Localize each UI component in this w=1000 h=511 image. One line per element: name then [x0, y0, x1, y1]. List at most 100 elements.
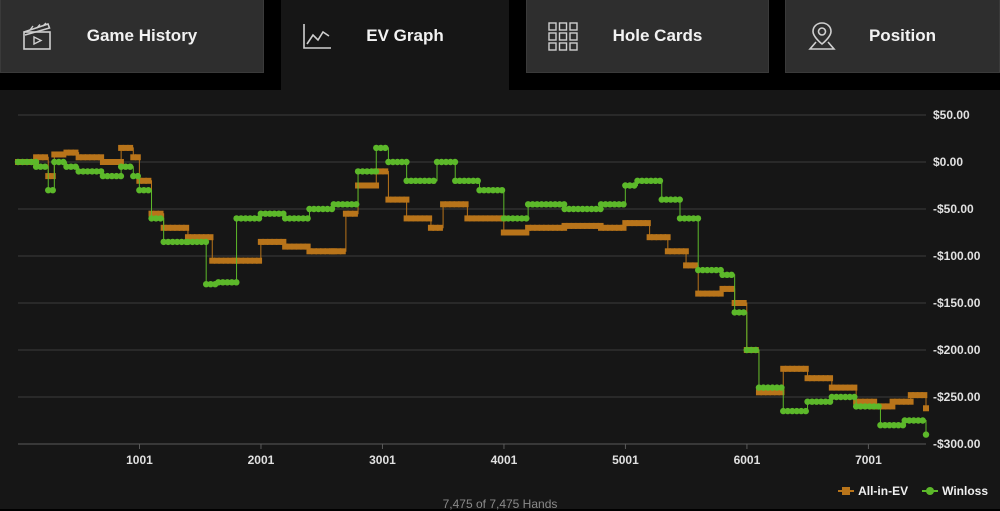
ev-point — [704, 290, 711, 297]
ev-point — [242, 257, 249, 264]
winloss-point — [728, 271, 735, 278]
ev-point — [907, 392, 914, 399]
y-tick-label: -$300.00 — [933, 437, 981, 451]
tab-position[interactable]: Position — [785, 0, 1000, 73]
winloss-point — [266, 210, 274, 217]
ev-point — [174, 224, 181, 231]
ev-point — [827, 375, 834, 382]
winloss-point — [281, 215, 289, 222]
ev-point — [368, 182, 375, 189]
ev-point — [780, 365, 787, 372]
ev-point — [611, 224, 618, 231]
winloss-point — [857, 403, 864, 410]
ev-point — [818, 375, 825, 382]
ev-point — [403, 215, 410, 222]
y-tick-label: $0.00 — [933, 155, 963, 169]
winloss-point — [910, 417, 917, 424]
tab-label: EV Graph — [366, 26, 444, 45]
winloss-point — [735, 309, 743, 316]
winloss-point — [789, 407, 796, 415]
winloss-point — [626, 182, 634, 189]
ev-point — [802, 365, 809, 372]
ev-point — [626, 220, 633, 227]
ev-point — [543, 224, 550, 231]
winloss-point — [60, 158, 67, 166]
winloss-point — [242, 215, 249, 222]
tab-game-history[interactable]: Game History — [0, 0, 264, 73]
ev-point — [198, 234, 205, 241]
winloss-point — [306, 205, 313, 213]
ev-point — [98, 154, 105, 161]
legend-marker-ev — [838, 486, 855, 496]
tab-label: Game History — [86, 26, 198, 45]
winloss-point — [23, 158, 31, 166]
ev-point — [566, 222, 573, 229]
tab-hole-cards[interactable]: Hole Cards — [526, 0, 769, 73]
winloss-point — [228, 279, 236, 286]
x-tick-label: 4001 — [491, 453, 518, 467]
winloss-point — [257, 210, 265, 217]
winloss-point — [500, 215, 508, 222]
winloss-point — [547, 201, 554, 208]
ev-point — [247, 257, 254, 264]
winloss-point — [672, 196, 679, 203]
ev-point — [324, 248, 331, 255]
winloss-point — [524, 201, 532, 208]
winloss-point — [319, 205, 327, 213]
winloss-point — [271, 210, 278, 217]
ev-point — [104, 159, 111, 165]
ev-point — [736, 300, 743, 306]
winloss-point — [202, 281, 210, 288]
winloss-point — [198, 238, 205, 246]
winloss-point — [447, 158, 454, 166]
tab-ev-graph[interactable]: EV Graph — [281, 0, 509, 90]
winloss-point — [804, 398, 811, 405]
winloss-point — [430, 177, 437, 184]
y-tick-label: -$200.00 — [933, 343, 981, 357]
ev-point — [579, 222, 586, 229]
y-tick-label: -$100.00 — [933, 249, 981, 263]
winloss-point — [122, 163, 129, 170]
winloss-point — [828, 393, 836, 401]
ev-point — [921, 392, 928, 399]
winloss-point — [886, 422, 893, 429]
ev-point — [740, 300, 747, 306]
ev-point — [728, 285, 735, 292]
winloss-point — [108, 172, 116, 180]
ev-point — [912, 392, 919, 399]
ev-point — [514, 229, 521, 236]
ev-point — [271, 238, 278, 245]
ev-point — [495, 215, 502, 222]
ev-point — [178, 224, 185, 231]
legend-item-winloss[interactable]: Winloss — [922, 484, 988, 498]
grid-icon — [548, 22, 578, 51]
tab-label: Position — [868, 26, 937, 45]
winloss-point — [817, 398, 825, 405]
ev-point — [505, 229, 512, 236]
winloss-point — [286, 215, 293, 222]
ev-point — [99, 159, 106, 165]
ev-point — [570, 222, 577, 229]
winloss-point — [611, 201, 618, 208]
winloss-point — [780, 407, 787, 415]
ev-point — [113, 159, 120, 165]
winloss-point — [647, 177, 655, 184]
legend-item-ev[interactable]: All-in-EV — [838, 484, 908, 498]
winloss-point — [760, 384, 767, 391]
winloss-point — [708, 266, 715, 274]
winloss-point — [658, 196, 665, 203]
ev-point — [769, 389, 776, 396]
ev-point — [784, 365, 791, 372]
winloss-point — [295, 215, 302, 222]
ev-point — [440, 201, 447, 208]
winloss-point — [723, 271, 731, 278]
winloss-point — [126, 163, 134, 170]
winloss-point — [719, 271, 726, 278]
ev-point — [300, 243, 307, 250]
ev-point — [683, 262, 690, 269]
winloss-point — [373, 144, 380, 152]
ev-point — [286, 243, 293, 250]
winloss-point — [470, 177, 477, 184]
winloss-point — [32, 163, 40, 170]
winloss-point — [113, 172, 120, 180]
